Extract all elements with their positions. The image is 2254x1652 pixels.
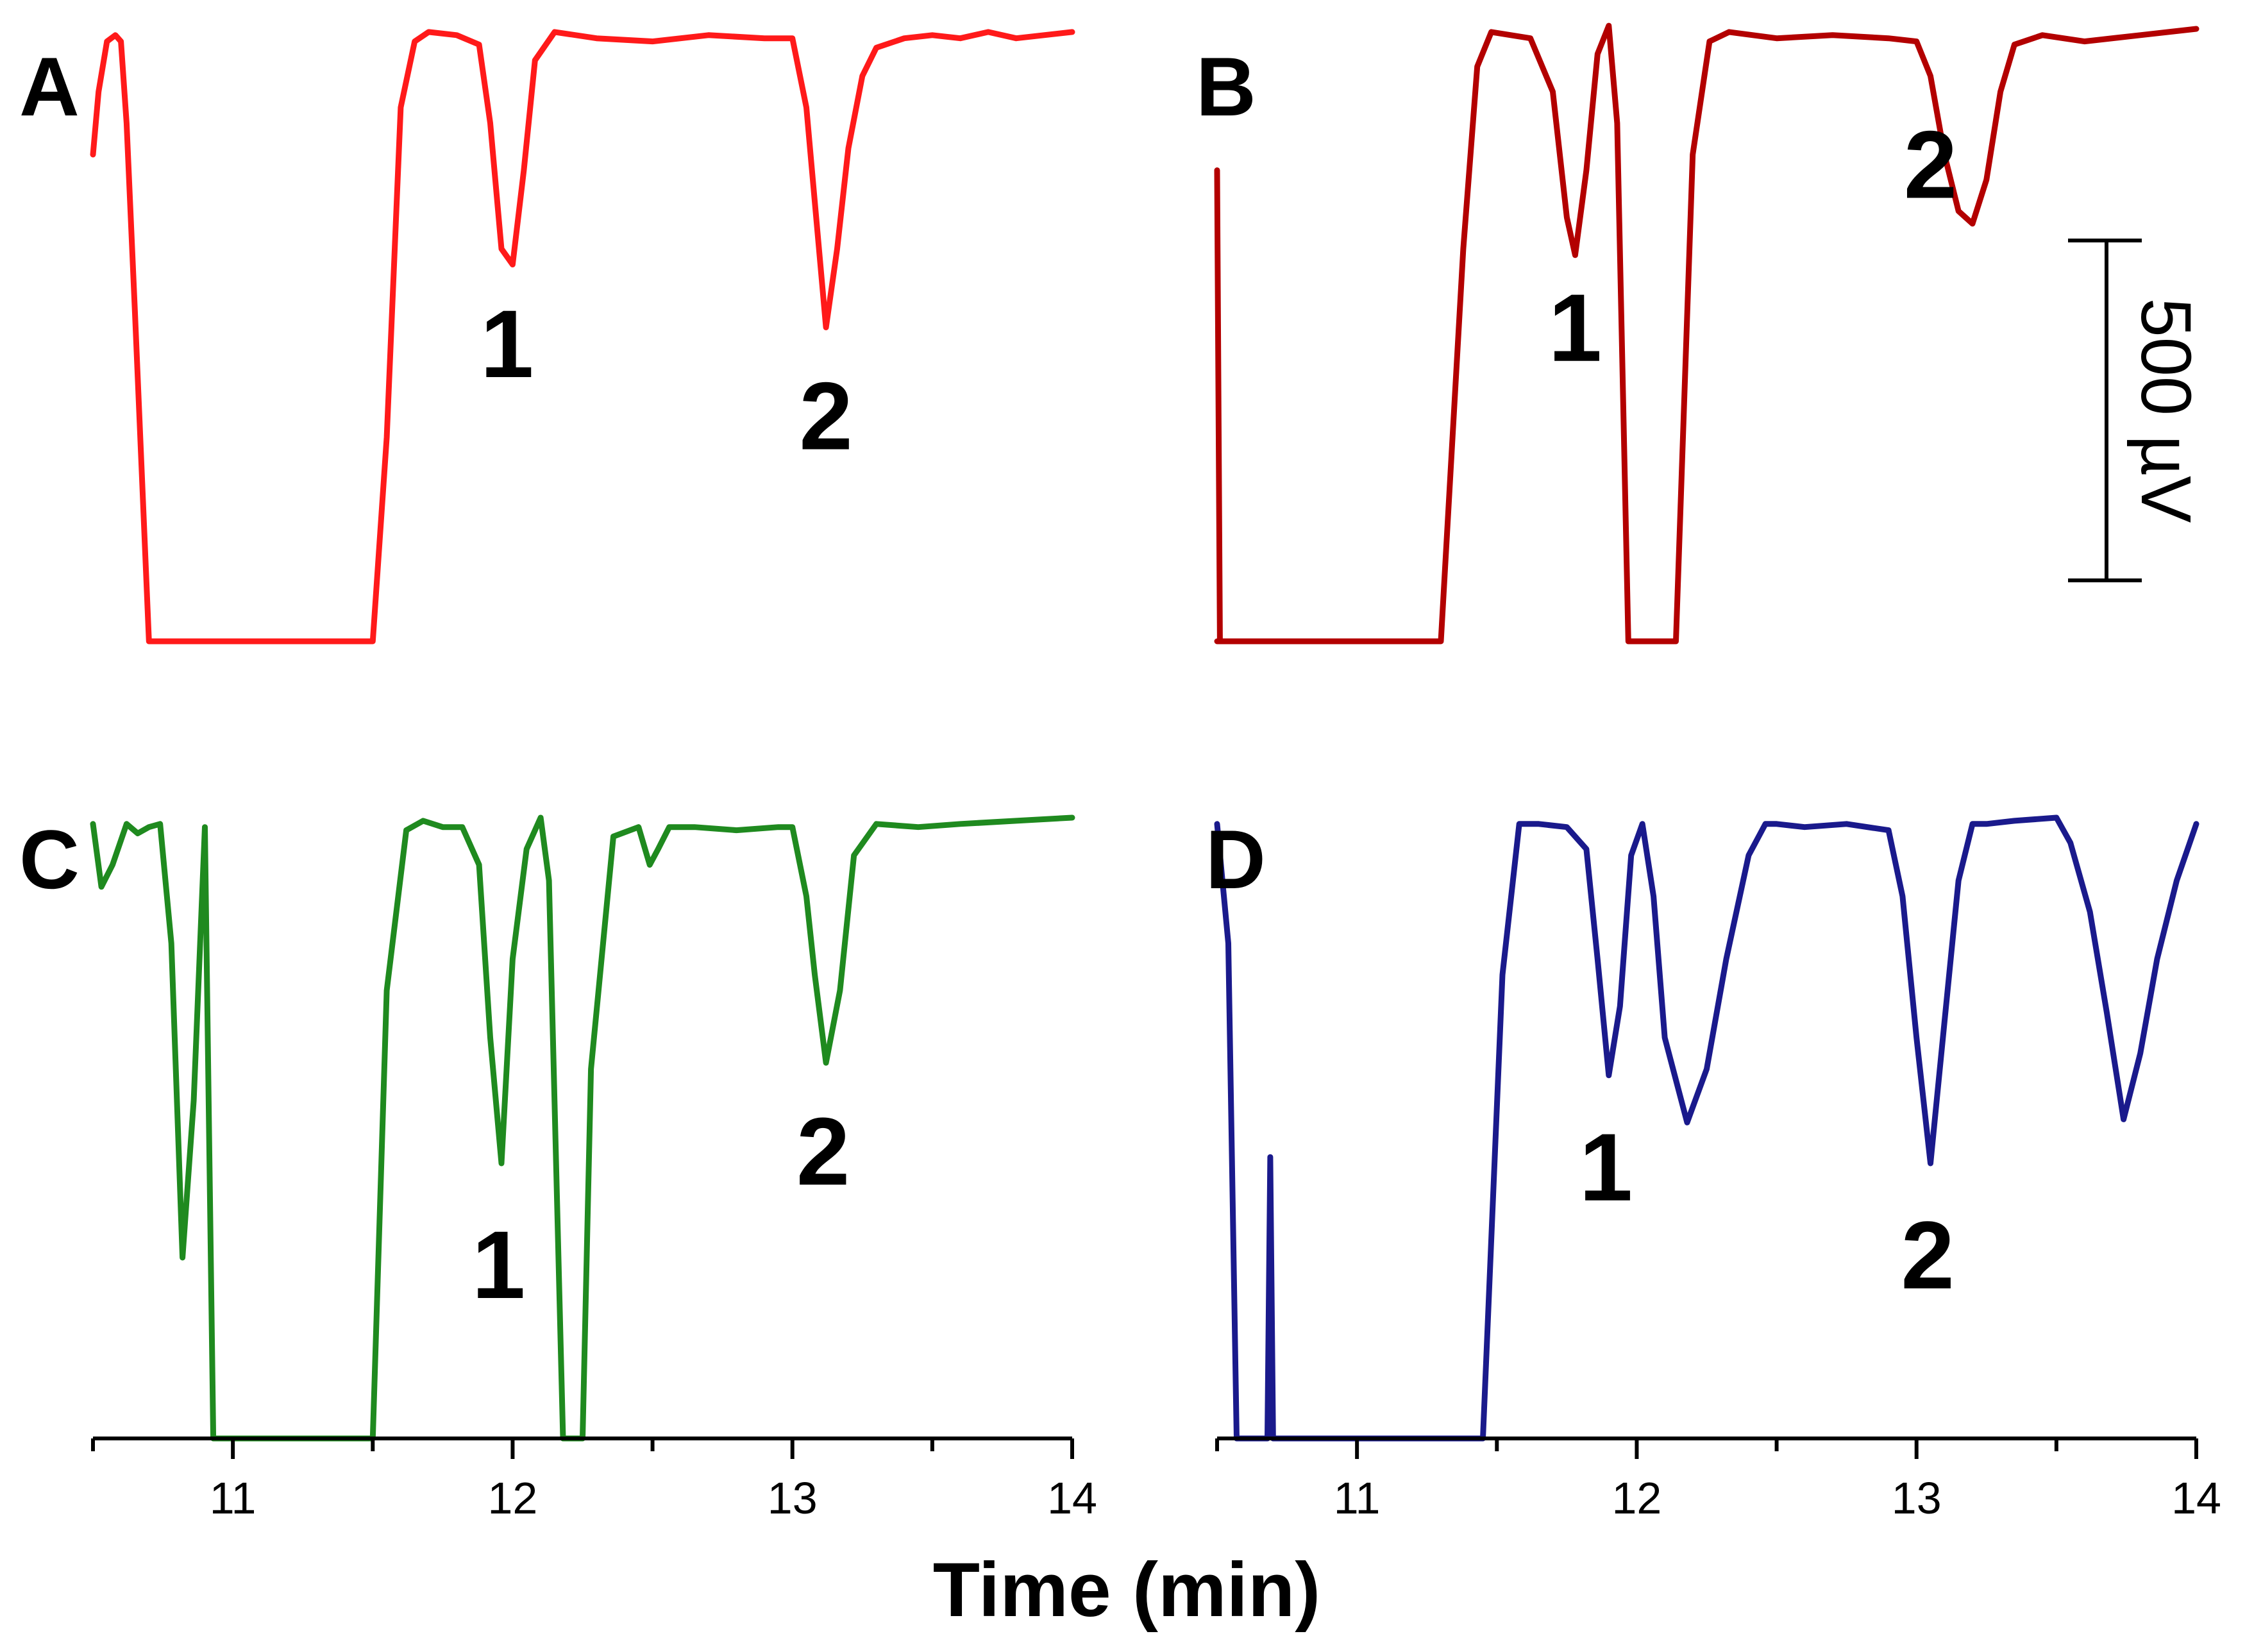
- x-axis-right: 11 12 13 14: [1215, 1437, 2221, 1523]
- peak-label-b-2: 2: [1904, 111, 1957, 219]
- panel-a: A 1 2: [19, 29, 1075, 645]
- trace-d: [1214, 814, 2199, 1442]
- tick-label-right: 14: [2171, 1473, 2221, 1523]
- tick-label-left: 12: [487, 1473, 537, 1523]
- panel-d: D 1 2: [1206, 813, 2199, 1442]
- tick-label-left: 11: [210, 1473, 257, 1523]
- peak-label-b-1: 1: [1549, 274, 1602, 382]
- peak-label-d-2: 2: [1901, 1201, 1954, 1309]
- panel-c: C 1 2: [19, 813, 1075, 1442]
- peak-label-a-2: 2: [799, 362, 852, 470]
- panel-letter-d: D: [1206, 813, 1266, 906]
- tick-label-right: 11: [1334, 1473, 1381, 1523]
- peak-label-a-1: 1: [480, 290, 534, 398]
- peak-label-d-1: 1: [1579, 1113, 1633, 1221]
- scale-bar-label: 500 µV: [2126, 298, 2205, 523]
- panel-letter-c: C: [19, 813, 80, 906]
- peak-label-c-1: 1: [472, 1211, 525, 1319]
- tick-label-left: 13: [768, 1473, 818, 1523]
- panel-letter-a: A: [19, 40, 80, 133]
- tick-label-left: 14: [1047, 1473, 1097, 1523]
- trace-c: [90, 814, 1075, 1442]
- trace-a: [90, 29, 1075, 645]
- tick-label-right: 13: [1892, 1473, 1942, 1523]
- panel-letter-b: B: [1196, 40, 1256, 133]
- scale-bar: 500 µV: [2068, 239, 2205, 582]
- panel-b: B 1 2: [1196, 22, 2199, 645]
- x-axis-left: 11 12 13 14: [91, 1437, 1097, 1523]
- x-axis-title: Time (min): [933, 1547, 1321, 1633]
- peak-label-c-2: 2: [796, 1097, 850, 1205]
- trace-b: [1214, 22, 2199, 645]
- tick-label-right: 12: [1611, 1473, 1661, 1523]
